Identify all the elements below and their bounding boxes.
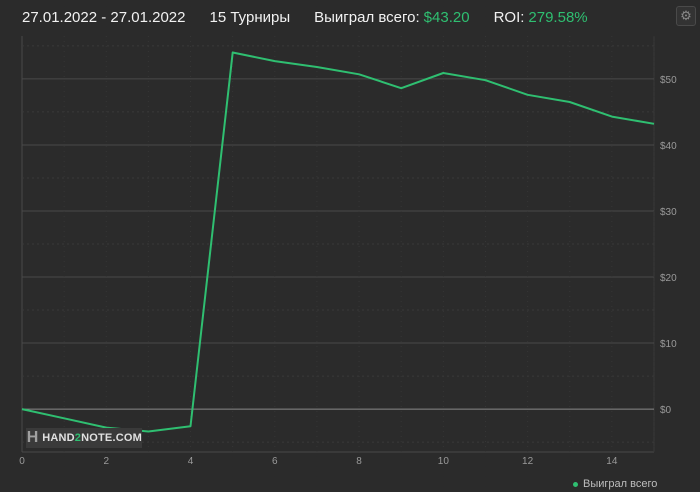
x-tick-label: 12 [522,456,534,467]
legend-label: Выиграл всего [583,478,658,490]
x-tick-label: 8 [356,456,362,467]
x-tick-label: 6 [272,456,278,467]
logo-text: HAND2NOTE.COM [42,432,142,444]
y-tick-label: $30 [660,207,677,218]
x-tick-label: 2 [103,456,109,467]
y-tick-label: $50 [660,75,677,86]
x-tick-label: 4 [188,456,194,467]
summary-header: 27.01.2022 - 27.01.2022 15 Турниры Выигр… [22,7,588,27]
settings-button[interactable]: ⚙ [676,6,696,26]
roi-label: ROI: [493,8,525,26]
x-tick-label: 0 [19,456,25,467]
y-tick-label: $20 [660,273,677,284]
y-tick-label: $0 [660,405,672,416]
hand2note-logo: H HAND2NOTE.COM [26,428,142,448]
y-tick-label: $40 [660,141,677,152]
date-range: 27.01.2022 - 27.01.2022 [22,8,186,26]
chart-legend: Выиграл всего [573,478,657,490]
y-tick-label: $10 [660,339,677,350]
won-total-label: Выиграл всего: [314,8,420,26]
gear-icon: ⚙ [680,8,692,23]
tournament-count: 15 Турниры [209,8,291,26]
series-line [21,51,655,433]
logo-h-icon: H [26,428,40,448]
x-tick-label: 14 [606,456,618,467]
legend-marker [573,481,578,487]
won-total-value: $43.20 [423,8,470,26]
x-tick-label: 10 [438,456,450,467]
roi-value: 279.58% [528,8,588,26]
